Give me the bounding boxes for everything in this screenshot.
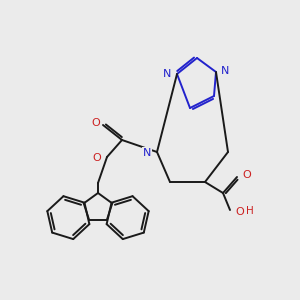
Text: O: O	[92, 153, 101, 163]
Text: N: N	[221, 66, 230, 76]
Text: N: N	[163, 69, 171, 79]
Text: O: O	[242, 170, 251, 180]
Text: N: N	[142, 148, 151, 158]
Text: H: H	[246, 206, 254, 216]
Text: O: O	[235, 207, 244, 217]
Text: O: O	[91, 118, 100, 128]
